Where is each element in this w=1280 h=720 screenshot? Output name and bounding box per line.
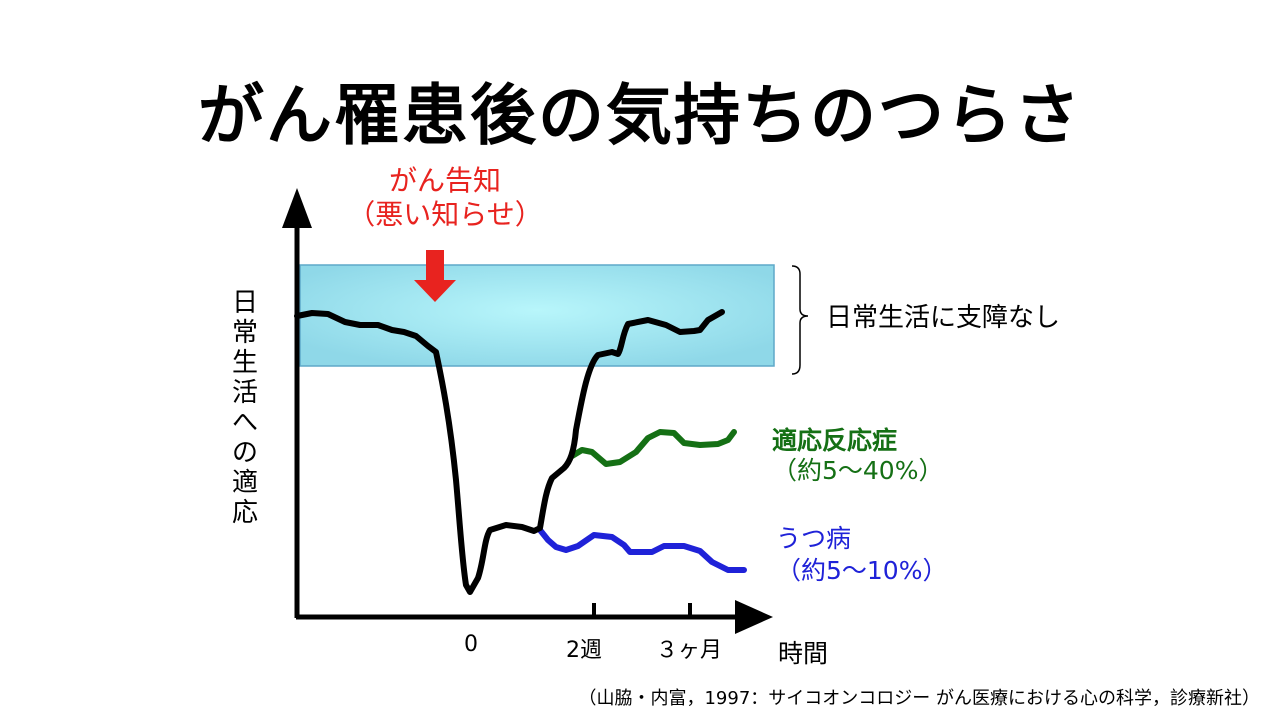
page-title: がん罹患後の気持ちのつらさ (198, 77, 1082, 154)
y-axis-label-char: 活 (231, 378, 258, 408)
diagnosis-arrow (414, 250, 456, 302)
x-tick-label: 2週 (566, 638, 602, 663)
adjustment-disorder-label: 適応反応症 (772, 426, 898, 455)
y-axis-label-char: 生 (231, 348, 258, 378)
y-axis-label-char: 常 (231, 318, 258, 348)
y-axis-label-char: へ (231, 408, 258, 438)
mood-line (294, 309, 725, 595)
adjustment-line (569, 429, 737, 467)
y-axis-label-char: の (231, 438, 258, 468)
x-axis-label: 時間 (778, 639, 829, 668)
y-axis-label-char: 適 (231, 468, 258, 498)
diagnosis-label-line1: がん告知 (388, 164, 501, 197)
adjustment-disorder-rate: （約5～40%） (772, 456, 944, 485)
y-axis-arrow (282, 188, 312, 228)
normal-zone-bracket (791, 265, 809, 375)
x-tick-label: ３ヶ月 (656, 638, 723, 663)
diagnosis-label-line2: （悪い知らせ） (347, 198, 543, 231)
normal-zone-label: 日常生活に支障なし (826, 303, 1061, 333)
y-axis-label-char: 日 (231, 288, 258, 318)
y-axis-label: 日 常 生 活 へ の 適 応 (228, 288, 262, 528)
depression-line (537, 527, 747, 573)
normal-life-zone (299, 264, 775, 367)
depression-label: うつ病 (776, 524, 852, 553)
y-axis-label-char: 応 (231, 498, 258, 528)
depression-rate: （約5～10%） (776, 556, 948, 585)
diagnosis-label: がん告知 （悪い知らせ） (340, 164, 550, 232)
x-axis-arrow (735, 600, 773, 634)
source-citation: （山脇・内富，1997：サイコオンコロジー がん医療における心の科学，診療新社） (578, 688, 1260, 709)
x-tick-label: 0 (464, 632, 478, 657)
